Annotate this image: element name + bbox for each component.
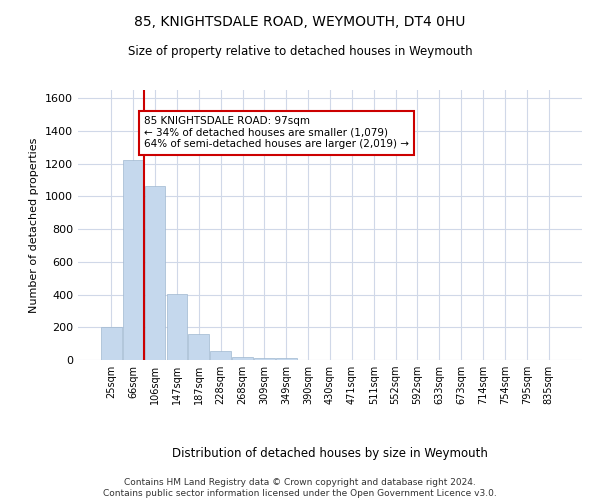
Bar [254, 358, 275, 360]
Text: 85 KNIGHTSDALE ROAD: 97sqm
← 34% of detached houses are smaller (1,079)
64% of s: 85 KNIGHTSDALE ROAD: 97sqm ← 34% of deta… [144, 116, 409, 150]
Text: Size of property relative to detached houses in Weymouth: Size of property relative to detached ho… [128, 45, 472, 58]
Bar [276, 358, 296, 360]
Bar [145, 186, 166, 360]
Bar [232, 356, 253, 360]
Text: Distribution of detached houses by size in Weymouth: Distribution of detached houses by size … [172, 447, 488, 460]
Bar [123, 160, 143, 360]
Text: 85, KNIGHTSDALE ROAD, WEYMOUTH, DT4 0HU: 85, KNIGHTSDALE ROAD, WEYMOUTH, DT4 0HU [134, 15, 466, 29]
Bar [188, 334, 209, 360]
Bar [101, 328, 122, 360]
Bar [167, 294, 187, 360]
Bar [210, 351, 231, 360]
Y-axis label: Number of detached properties: Number of detached properties [29, 138, 40, 312]
Text: Contains HM Land Registry data © Crown copyright and database right 2024.
Contai: Contains HM Land Registry data © Crown c… [103, 478, 497, 498]
